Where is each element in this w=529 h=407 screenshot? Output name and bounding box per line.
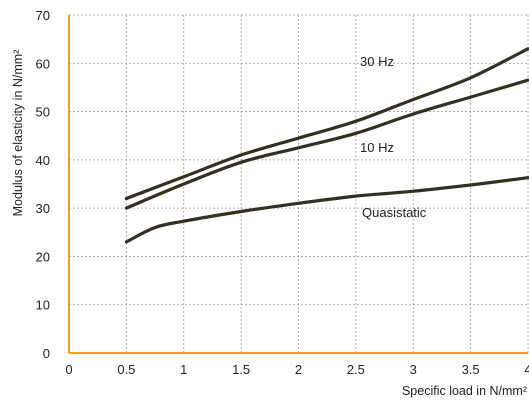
grid: [69, 14, 529, 353]
y-tick-label: 40: [36, 153, 50, 168]
y-tick-label: 70: [36, 8, 50, 23]
y-tick-label: 20: [36, 249, 50, 264]
series-line-2: [124, 176, 529, 244]
y-tick-label: 30: [36, 201, 50, 216]
series-label: Quasistatic: [362, 205, 427, 220]
y-tick-label: 60: [36, 56, 50, 71]
x-tick-label: 0.5: [117, 362, 135, 377]
x-tick-label: 2.5: [347, 362, 365, 377]
x-axis-title: Specific load in N/mm²: [402, 384, 527, 398]
x-tick-label: 2: [295, 362, 302, 377]
series-label: 30 Hz: [360, 54, 394, 69]
y-tick-label: 10: [36, 298, 50, 313]
series-labels: 30 Hz 10 Hz Quasistatic: [360, 54, 427, 220]
x-tick-label: 1.5: [232, 362, 250, 377]
y-tick-label: 50: [36, 105, 50, 120]
x-tick-label: 1: [180, 362, 187, 377]
x-tick-label: 0: [65, 362, 72, 377]
series-label: 10 Hz: [360, 140, 394, 155]
y-axis-title: Modulus of elasticity in N/mm²: [11, 50, 25, 217]
axes: [68, 15, 528, 354]
series-lines: [124, 47, 529, 244]
series-line-1: [124, 78, 529, 210]
x-tick-label: 3: [410, 362, 417, 377]
series-line-0: [124, 47, 529, 201]
x-tick-label: 4: [524, 362, 529, 377]
y-tick-label: 0: [43, 346, 50, 361]
x-tick-label: 3.5: [462, 362, 480, 377]
